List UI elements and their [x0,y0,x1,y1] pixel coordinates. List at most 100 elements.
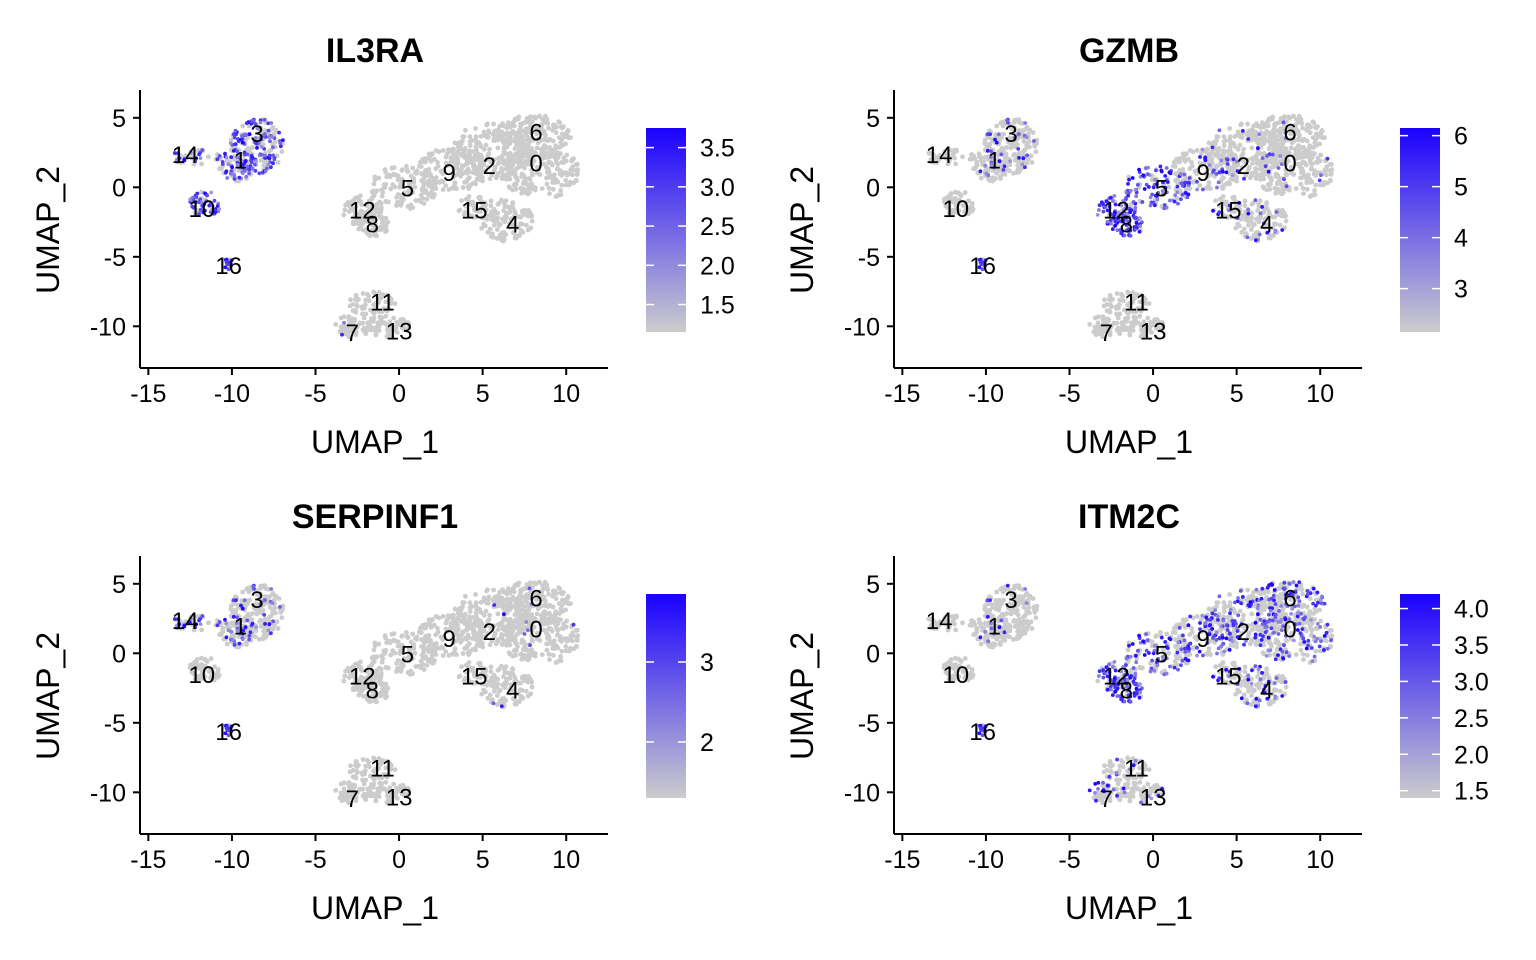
cell-point [206,154,211,160]
cell-point [228,137,234,143]
cell-point-expressed [1266,169,1271,174]
cell-point-expressed [277,130,281,135]
cell-point [548,626,554,632]
cell-point [1020,128,1025,134]
cell-point [1274,189,1279,195]
x-tick-label: 5 [1230,380,1244,408]
cell-point-expressed [1148,195,1153,200]
cell-point [1087,322,1093,327]
cell-point [513,624,518,630]
cell-point [261,163,266,168]
cell-point-expressed [257,171,262,176]
cell-point [383,689,389,695]
cell-point-expressed [217,207,222,212]
cell-point [1253,168,1259,174]
cell-point [1243,217,1249,222]
cell-point [1203,148,1209,154]
cell-point [1018,165,1024,171]
cell-point-expressed [215,204,220,209]
cell-point [1028,153,1034,159]
cell-point-expressed [1141,173,1146,178]
cell-point [519,594,525,600]
cell-point-expressed [1282,177,1286,182]
cell-point [448,155,454,160]
cell-point [220,629,226,635]
cell-point [1328,172,1334,177]
cell-point [266,594,271,599]
cell-point [487,146,492,152]
cell-point [1214,138,1219,144]
cell-point [529,151,534,156]
cell-point [267,148,272,154]
cell-point [364,218,370,224]
x-tick-label: -5 [304,380,326,408]
cell-point [519,128,525,134]
cell-point-expressed [281,138,285,143]
cell-point [969,152,974,157]
cell-point [408,173,414,179]
cell-point [568,633,574,639]
x-axis-title: UMAP_1 [311,424,439,460]
cell-point-expressed [257,141,261,146]
cell-point [555,645,561,651]
cell-point-expressed [1133,187,1138,192]
cell-point [1293,186,1299,192]
cell-point [934,158,940,164]
cell-point [568,167,574,173]
cell-point [258,158,264,163]
cell-point [507,152,513,158]
cell-point [354,211,360,217]
cell-point [435,159,440,165]
cell-point [391,315,397,321]
cell-point [532,114,537,120]
cell-point [1238,122,1244,128]
cluster-label: 2 [1237,153,1250,180]
cell-point [994,123,1000,129]
legend-tick-label: 4 [1454,225,1468,253]
cell-point [1186,156,1191,162]
cell-point [484,134,490,140]
cell-point-expressed [1186,192,1191,197]
cluster-label: 8 [366,211,379,238]
cell-point-expressed [988,132,992,137]
cell-point [410,631,416,637]
cell-point-expressed [1245,235,1250,240]
cell-point [342,207,348,213]
cluster-label: 16 [215,253,242,280]
cell-point [419,178,424,183]
cell-point-expressed [1097,203,1102,208]
cell-point [1220,175,1226,181]
cell-point [987,128,992,134]
cell-point [531,158,537,164]
cell-point [488,212,494,218]
cell-point [341,678,347,684]
cell-point [519,612,525,618]
cell-point [432,156,437,162]
cell-point-expressed [1131,200,1136,204]
cell-point [487,692,493,698]
cell-point [495,611,501,617]
cell-point [353,329,359,335]
cluster-label: 12 [1103,198,1130,225]
cell-point [428,619,433,624]
cell-point-expressed [1274,210,1279,214]
cell-point-expressed [231,132,236,137]
cell-point [499,230,505,236]
cell-point [459,153,464,158]
cell-point [1277,132,1282,138]
cell-point [1306,154,1312,160]
cell-point [478,144,484,150]
cell-point [351,200,357,206]
cell-point [1121,320,1126,325]
cell-point [353,775,359,781]
cell-point-expressed [1260,156,1265,161]
cell-point [455,141,460,147]
cell-point [1187,148,1193,153]
cell-point [463,203,469,209]
cell-point [1311,192,1317,198]
cell-point [532,651,538,656]
cell-point-expressed [978,169,983,174]
cell-point [501,234,506,240]
cell-point [518,123,523,129]
cell-point [406,188,412,194]
